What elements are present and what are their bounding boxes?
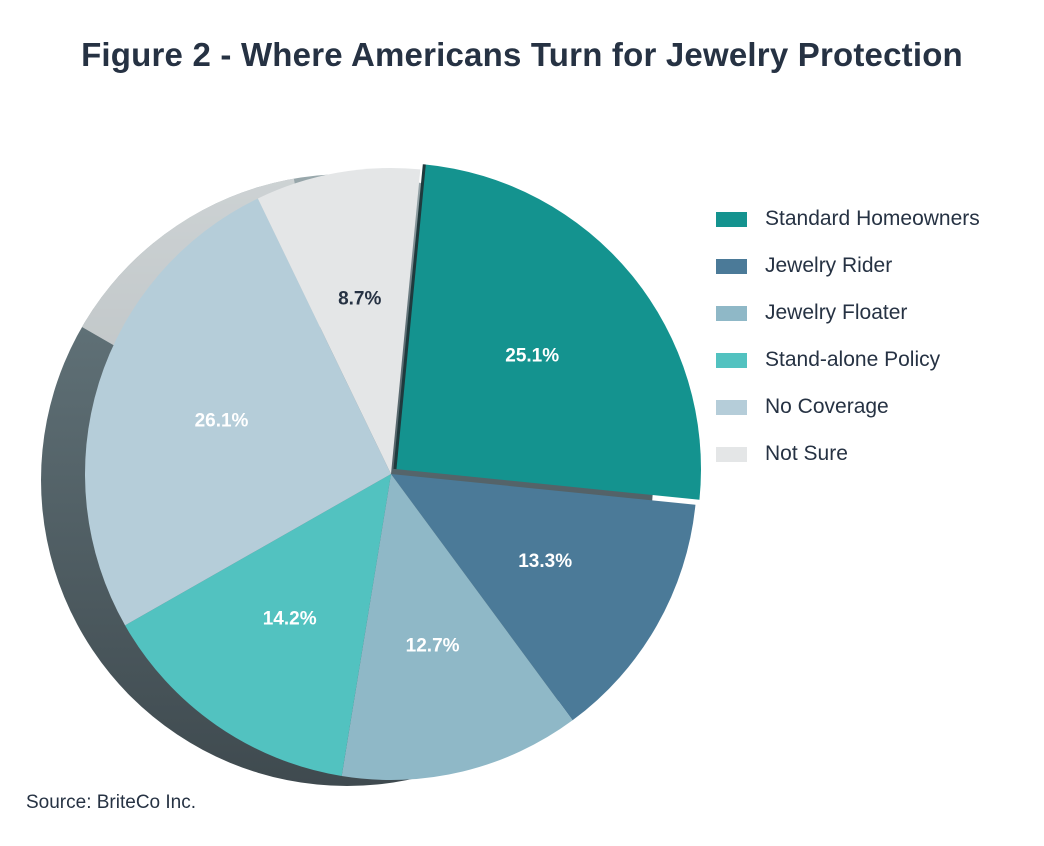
legend-swatch bbox=[716, 259, 747, 274]
legend-label: Stand-alone Policy bbox=[765, 348, 941, 371]
legend-swatch bbox=[716, 353, 747, 368]
pie-slice bbox=[391, 474, 696, 721]
pie-slice-label: 13.3% bbox=[518, 551, 572, 572]
legend-label: Jewelry Floater bbox=[765, 301, 908, 324]
chart-title: Figure 2 - Where Americans Turn for Jewe… bbox=[81, 36, 963, 73]
legend-label: Jewelry Rider bbox=[765, 254, 893, 277]
legend-swatch bbox=[716, 212, 747, 227]
pie-slice-label: 25.1% bbox=[505, 345, 559, 366]
pie-slice bbox=[85, 198, 391, 626]
pie-slice-label: 26.1% bbox=[195, 410, 249, 431]
pie-slice bbox=[341, 474, 573, 780]
legend-item: No Coverage bbox=[716, 391, 980, 438]
pie-slice-label: 14.2% bbox=[263, 609, 317, 630]
legend-item: Stand-alone Policy bbox=[716, 344, 980, 391]
legend-swatch bbox=[716, 306, 747, 321]
pie-slice bbox=[395, 164, 701, 500]
legend-label: Standard Homeowners bbox=[765, 207, 980, 230]
pie-slice-label: 12.7% bbox=[406, 636, 460, 657]
pie-explode-edge bbox=[393, 164, 426, 470]
legend-label: Not Sure bbox=[765, 442, 848, 465]
legend-label: No Coverage bbox=[765, 395, 889, 418]
legend-swatch bbox=[716, 447, 747, 462]
pie-slice bbox=[257, 168, 421, 474]
source-note: Source: BriteCo Inc. bbox=[26, 792, 197, 813]
legend-item: Jewelry Rider bbox=[716, 250, 980, 297]
pie-slice-labels: 25.1% 13.3% 12.7% 14.2% 26.1% 8.7% bbox=[195, 288, 573, 656]
legend-swatch bbox=[716, 400, 747, 415]
pie-slice bbox=[125, 474, 392, 776]
pie-slices bbox=[85, 164, 701, 780]
legend-item: Standard Homeowners bbox=[716, 203, 980, 250]
legend-item: Jewelry Floater bbox=[716, 297, 980, 344]
legend: Standard Homeowners Jewelry Rider Jewelr… bbox=[716, 203, 980, 485]
legend-item: Not Sure bbox=[716, 438, 980, 485]
pie-slice-label: 8.7% bbox=[338, 288, 381, 309]
